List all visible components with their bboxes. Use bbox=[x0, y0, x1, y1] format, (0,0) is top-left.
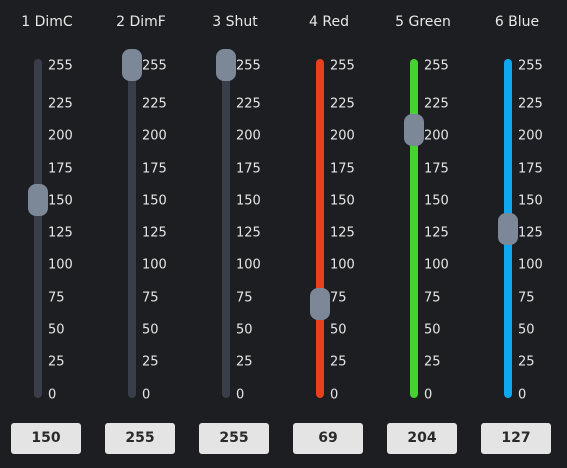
fader-handle[interactable] bbox=[216, 49, 236, 81]
value-box[interactable]: 255 bbox=[199, 423, 269, 454]
scale-tick-label: 0 bbox=[142, 387, 151, 403]
scale-tick-label: 125 bbox=[142, 225, 167, 241]
scale-tick-label: 0 bbox=[330, 387, 339, 403]
scale-tick-label: 255 bbox=[236, 58, 261, 74]
scale-tick-label: 75 bbox=[142, 290, 159, 306]
scale-tick-label: 25 bbox=[424, 354, 441, 370]
scale-tick-label: 100 bbox=[236, 257, 261, 273]
scale-tick-label: 255 bbox=[518, 58, 543, 74]
fader-handle[interactable] bbox=[498, 213, 518, 245]
scale-tick-label: 0 bbox=[236, 387, 245, 403]
scale-tick-label: 175 bbox=[236, 161, 261, 177]
channel-1-dimc: 1 DimC 255 225 200 175 150 125 100 75 50 25 0 150 bbox=[0, 0, 94, 468]
scale-tick-label: 150 bbox=[142, 193, 167, 209]
scale-tick-label: 50 bbox=[142, 322, 159, 338]
fader-track[interactable] bbox=[128, 59, 136, 398]
scale-tick-label: 75 bbox=[330, 290, 347, 306]
scale-tick-label: 125 bbox=[424, 225, 449, 241]
scale-tick-label: 200 bbox=[236, 128, 261, 144]
scale-tick-label: 200 bbox=[142, 128, 167, 144]
scale-tick-label: 50 bbox=[424, 322, 441, 338]
scale-tick-label: 75 bbox=[236, 290, 253, 306]
channel-5-green: 5 Green 255 225 200 175 150 125 100 75 50 25 0 204 bbox=[376, 0, 470, 468]
channel-2-dimf: 2 DimF 255 225 200 175 150 125 100 75 50 25 0 255 bbox=[94, 0, 188, 468]
scale-tick-label: 25 bbox=[330, 354, 347, 370]
value-box[interactable]: 204 bbox=[387, 423, 457, 454]
scale-tick-label: 100 bbox=[518, 257, 543, 273]
fader-track[interactable] bbox=[316, 59, 324, 398]
fader-track[interactable] bbox=[222, 59, 230, 398]
scale-tick-label: 150 bbox=[48, 193, 73, 209]
scale-tick-label: 25 bbox=[142, 354, 159, 370]
scale-tick-label: 150 bbox=[424, 193, 449, 209]
scale-tick-label: 25 bbox=[236, 354, 253, 370]
scale-tick-label: 50 bbox=[48, 322, 65, 338]
scale-tick-label: 255 bbox=[330, 58, 355, 74]
value-box[interactable]: 255 bbox=[105, 423, 175, 454]
scale-tick-label: 125 bbox=[330, 225, 355, 241]
channel-6-blue: 6 Blue 255 225 200 175 150 125 100 75 50 25 0 127 bbox=[470, 0, 564, 468]
scale-tick-label: 150 bbox=[518, 193, 543, 209]
scale-tick-label: 25 bbox=[48, 354, 65, 370]
scale-tick-label: 225 bbox=[330, 96, 355, 112]
fader-track[interactable] bbox=[34, 59, 42, 398]
scale-tick-label: 75 bbox=[48, 290, 65, 306]
scale-tick-label: 0 bbox=[424, 387, 433, 403]
channel-3-shut: 3 Shut 255 225 200 175 150 125 100 75 50 25 0 255 bbox=[188, 0, 282, 468]
scale-tick-label: 200 bbox=[330, 128, 355, 144]
scale-tick-label: 175 bbox=[142, 161, 167, 177]
scale-tick-label: 125 bbox=[236, 225, 261, 241]
value-box[interactable]: 127 bbox=[481, 423, 551, 454]
scale-tick-label: 125 bbox=[518, 225, 543, 241]
channel-label: 6 Blue bbox=[494, 14, 540, 30]
scale-tick-label: 150 bbox=[236, 193, 261, 209]
scale-tick-label: 255 bbox=[424, 58, 449, 74]
value-box[interactable]: 150 bbox=[11, 423, 81, 454]
scale-tick-label: 200 bbox=[424, 128, 449, 144]
scale-tick-label: 150 bbox=[330, 193, 355, 209]
scale-tick-label: 75 bbox=[518, 290, 535, 306]
scale-tick-label: 175 bbox=[518, 161, 543, 177]
scale-tick-label: 225 bbox=[236, 96, 261, 112]
scale-tick-label: 225 bbox=[142, 96, 167, 112]
fader-handle[interactable] bbox=[404, 114, 424, 146]
scale-tick-label: 50 bbox=[236, 322, 253, 338]
fader-handle[interactable] bbox=[28, 184, 48, 216]
scale-tick-label: 100 bbox=[48, 257, 73, 273]
scale-tick-label: 75 bbox=[424, 290, 441, 306]
scale-tick-label: 100 bbox=[330, 257, 355, 273]
channel-label: 5 Green bbox=[395, 14, 451, 30]
scale-tick-label: 225 bbox=[424, 96, 449, 112]
scale-tick-label: 125 bbox=[48, 225, 73, 241]
scale-tick-label: 200 bbox=[518, 128, 543, 144]
fader-handle[interactable] bbox=[122, 49, 142, 81]
fader-handle[interactable] bbox=[310, 288, 330, 320]
fader-track[interactable] bbox=[410, 59, 418, 398]
channel-label: 2 DimF bbox=[116, 14, 166, 30]
scale-tick-label: 0 bbox=[48, 387, 57, 403]
channel-label: 3 Shut bbox=[212, 14, 258, 30]
value-box[interactable]: 69 bbox=[293, 423, 363, 454]
scale-tick-label: 0 bbox=[518, 387, 527, 403]
scale-tick-label: 175 bbox=[48, 161, 73, 177]
scale-tick-label: 175 bbox=[330, 161, 355, 177]
scale-tick-label: 100 bbox=[142, 257, 167, 273]
channel-label: 1 DimC bbox=[21, 14, 73, 30]
scale-tick-label: 255 bbox=[142, 58, 167, 74]
scale-tick-label: 50 bbox=[330, 322, 347, 338]
scale-tick-label: 225 bbox=[48, 96, 73, 112]
channel-4-red: 4 Red 255 225 200 175 150 125 100 75 50 25 0 69 bbox=[282, 0, 376, 468]
scale-tick-label: 175 bbox=[424, 161, 449, 177]
scale-tick-label: 200 bbox=[48, 128, 73, 144]
scale-tick-label: 100 bbox=[424, 257, 449, 273]
scale-tick-label: 25 bbox=[518, 354, 535, 370]
scale-tick-label: 255 bbox=[48, 58, 73, 74]
scale-tick-label: 225 bbox=[518, 96, 543, 112]
scale-tick-label: 50 bbox=[518, 322, 535, 338]
channel-label: 4 Red bbox=[309, 14, 349, 30]
